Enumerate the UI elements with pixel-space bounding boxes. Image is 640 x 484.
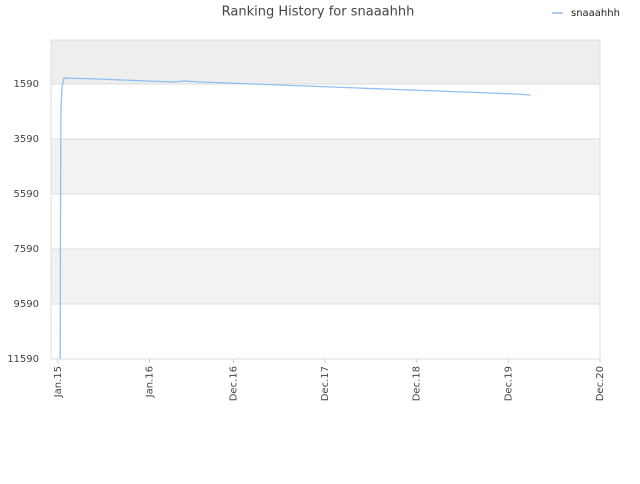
y-tick-label: 9590 [14, 299, 39, 310]
y-tick-label: 11590 [7, 354, 39, 365]
x-tick-label: Jan.15 [53, 366, 64, 398]
x-tick-label: Jan.16 [144, 366, 155, 398]
plot-band [51, 84, 600, 139]
x-tick-label: Dec.16 [228, 366, 239, 401]
y-tick-label: 5590 [14, 189, 39, 200]
y-tick-label: 1590 [14, 79, 39, 90]
plot-band [51, 249, 600, 304]
plot-band [51, 40, 600, 84]
y-tick-label: 3590 [14, 134, 39, 145]
legend-label: snaaahhh [571, 8, 620, 19]
series-line [59, 77, 531, 360]
plot-band [51, 304, 600, 359]
chart-title: Ranking History for snaaahhh [222, 5, 415, 20]
plot-band [51, 194, 600, 249]
x-tick-label: Dec.18 [412, 366, 423, 401]
x-tick-label: Dec.17 [320, 366, 331, 401]
plot-band [51, 139, 600, 194]
x-tick-label: Dec.19 [503, 366, 514, 401]
y-tick-label: 7590 [14, 244, 39, 255]
x-tick-label: Dec.20 [595, 366, 606, 401]
